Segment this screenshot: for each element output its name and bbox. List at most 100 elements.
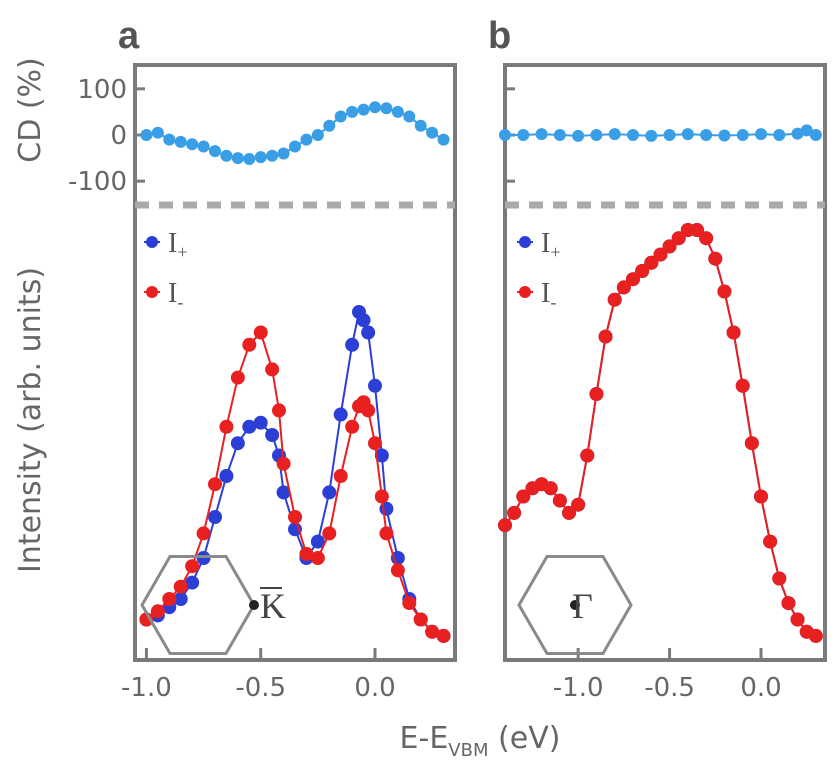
cd-point	[426, 126, 439, 139]
cd-point	[809, 129, 822, 141]
series-point-minus	[242, 337, 257, 352]
cd-point	[663, 129, 676, 141]
series-point-plus	[242, 419, 257, 434]
legend-label-sub: +	[177, 242, 187, 262]
series-point-minus	[690, 223, 704, 237]
legend-label-sub: +	[550, 242, 560, 262]
series-point-minus	[598, 329, 613, 344]
series-point-minus	[185, 559, 200, 574]
cd-point	[499, 129, 511, 141]
series-point-minus	[374, 489, 389, 504]
series-point-minus	[196, 526, 211, 541]
series-point-minus	[763, 534, 778, 549]
cd-point	[209, 145, 221, 158]
series-point-plus	[310, 534, 325, 549]
cd-point	[572, 129, 585, 142]
cd-point	[243, 153, 256, 165]
panel-a: a -1.0 -0.5 0.0 100 0 -100 I+ I- K	[68, 15, 457, 703]
cd-point	[800, 124, 813, 137]
series-point-minus	[379, 526, 394, 541]
series-point-minus	[726, 325, 741, 340]
cd-point	[437, 133, 450, 146]
series-point-minus	[626, 272, 640, 287]
series-point-minus	[635, 264, 650, 278]
series-point-minus	[607, 292, 622, 307]
top-y-axis-label: CD (%)	[13, 57, 48, 163]
series-point-minus	[708, 251, 723, 266]
brillouin-zone-hexagon	[517, 555, 633, 655]
series-point-plus	[322, 485, 337, 500]
cd-point	[300, 133, 313, 146]
series-point-minus	[790, 612, 805, 627]
series-point-minus	[276, 456, 291, 471]
series-line-minus	[145, 330, 444, 637]
series-point-minus	[333, 469, 348, 483]
series-point-minus	[717, 284, 732, 299]
panel-letter: a	[118, 15, 140, 57]
series-point-minus	[662, 239, 677, 254]
series-point-minus	[219, 419, 234, 434]
legend-marker	[519, 286, 531, 298]
cd-point	[346, 105, 359, 118]
legend-marker	[519, 236, 531, 248]
brillouin-zone-hexagon	[140, 555, 256, 655]
plot-frame	[503, 63, 827, 662]
series-point-plus	[185, 575, 200, 590]
series-point-minus	[552, 493, 567, 508]
y-tick-label: 0	[110, 121, 127, 151]
cd-point	[334, 110, 347, 123]
cd-point	[220, 149, 233, 162]
series-point-minus	[772, 571, 787, 586]
legend-label: I+	[168, 228, 187, 262]
series-point-plus	[173, 592, 188, 606]
series-point-plus	[356, 313, 371, 328]
series-point-minus	[368, 436, 382, 451]
series-point-minus	[781, 596, 796, 611]
cd-point	[174, 135, 187, 148]
series-point-minus	[507, 505, 522, 520]
series-point-minus	[580, 448, 595, 463]
symmetry-point-dot	[570, 600, 580, 610]
series-point-minus	[173, 579, 188, 594]
x-axis-label-sub: VBM	[448, 740, 488, 761]
series-point-plus	[276, 485, 291, 500]
cd-point	[231, 152, 244, 165]
cd-point	[391, 105, 404, 118]
cd-line	[505, 129, 817, 137]
x-tick-label: -1.0	[553, 673, 604, 703]
x-tick-label: -1.0	[121, 673, 172, 703]
series-point-minus	[162, 592, 177, 606]
cd-point	[736, 129, 749, 141]
cd-point	[163, 133, 176, 146]
series-point-minus	[571, 497, 586, 512]
series-point-minus	[310, 551, 325, 565]
cd-point	[608, 128, 621, 141]
series-line-plus	[504, 229, 817, 637]
cd-point	[718, 129, 731, 142]
y-axis-label: Intensity (arb. units)	[13, 267, 48, 573]
series-point-minus	[272, 403, 286, 418]
series-point-minus	[498, 518, 512, 533]
series-point-minus	[543, 481, 558, 496]
cd-point	[755, 128, 767, 141]
x-tick-label: -0.5	[235, 673, 286, 703]
series-point-plus	[265, 428, 280, 442]
series-point-minus	[288, 510, 302, 524]
series-point-minus	[671, 231, 686, 246]
series-point-minus	[589, 387, 604, 401]
legend-marker	[146, 236, 158, 248]
panel-b: b -1.0 -0.5 0.0 I+ I- Γ	[488, 15, 827, 703]
symmetry-point-label: Γ	[572, 586, 593, 626]
cd-point	[186, 138, 199, 151]
series-point-plus	[253, 415, 268, 430]
cd-point	[197, 140, 210, 153]
symmetry-point-dot	[249, 600, 259, 610]
x-tick-label: -0.5	[644, 673, 695, 703]
cd-point	[311, 129, 324, 141]
legend-label: I-	[541, 278, 556, 312]
cd-point	[645, 129, 658, 142]
series-point-minus	[808, 628, 823, 643]
series-point-minus	[361, 403, 376, 418]
series-point-plus	[379, 501, 394, 516]
legend-marker	[146, 286, 158, 298]
